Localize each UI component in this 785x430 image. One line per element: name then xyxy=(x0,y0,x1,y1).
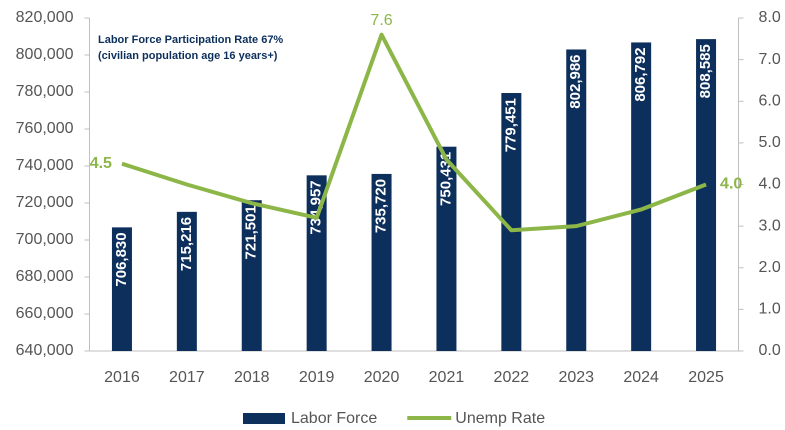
y-tick-label: 760,000 xyxy=(16,120,74,137)
legend-label: Unemp Rate xyxy=(455,410,545,427)
line xyxy=(121,32,707,233)
bar xyxy=(111,227,132,351)
x-tick-label: 2023 xyxy=(558,369,594,386)
x-tick-label: 2024 xyxy=(623,369,659,386)
y2-tick-label: 4.0 xyxy=(759,176,781,193)
y2-tick-label: 3.0 xyxy=(759,217,781,234)
y-tick-label: 780,000 xyxy=(16,83,74,100)
annotation: (civilian population age 16 years+) xyxy=(98,50,278,62)
bar xyxy=(501,93,522,351)
bar-label: 808,585 xyxy=(697,44,714,98)
x-tick-label: 2018 xyxy=(234,369,270,386)
y2-tick-label: 8.0 xyxy=(759,9,781,26)
bar xyxy=(436,146,457,351)
y-tick-label: 700,000 xyxy=(16,231,74,248)
y-tick-label: 800,000 xyxy=(16,46,74,63)
bar-label: 706,830 xyxy=(113,232,130,286)
x-tick-label: 2019 xyxy=(299,369,335,386)
bar-label: 715,216 xyxy=(178,217,195,271)
y-tick-label: 640,000 xyxy=(16,342,74,359)
x-tick-label: 2020 xyxy=(364,369,400,386)
bar xyxy=(696,39,717,352)
y-tick-label: 680,000 xyxy=(16,268,74,285)
y-tick-label: 720,000 xyxy=(16,194,74,211)
x-tick-label: 2016 xyxy=(104,369,140,386)
bar-label: 806,792 xyxy=(632,47,649,101)
bar-label: 779,451 xyxy=(502,98,519,152)
y2-tick-label: 7.0 xyxy=(759,51,781,68)
y2-tick-label: 2.0 xyxy=(759,259,781,276)
y2-tick-label: 5.0 xyxy=(759,134,781,151)
bar xyxy=(306,175,327,351)
y-tick-label: 740,000 xyxy=(16,157,74,174)
bar xyxy=(631,42,652,351)
line-label: 4.0 xyxy=(720,176,742,193)
bar xyxy=(371,173,392,351)
bar xyxy=(241,200,262,351)
legend-label: Labor Force xyxy=(291,410,377,427)
bar-label: 734,957 xyxy=(308,180,325,234)
line-label: 7.6 xyxy=(370,12,392,29)
y2-tick-label: 6.0 xyxy=(759,92,781,109)
x-tick-label: 2021 xyxy=(429,369,465,386)
y-tick-label: 660,000 xyxy=(16,305,74,322)
x-tick-label: 2022 xyxy=(494,369,530,386)
y2-tick-label: 1.0 xyxy=(759,301,781,318)
y2-tick-label: 0.0 xyxy=(759,342,781,359)
y-tick-label: 820,000 xyxy=(16,9,74,26)
bar xyxy=(176,211,197,351)
x-tick-label: 2025 xyxy=(688,369,724,386)
legend-swatch xyxy=(243,413,285,424)
annotation: Labor Force Participation Rate 67% xyxy=(98,34,283,46)
bar xyxy=(566,49,587,352)
bar-label: 721,501 xyxy=(243,205,260,259)
line-label: 4.5 xyxy=(90,155,112,172)
x-tick-label: 2017 xyxy=(169,369,205,386)
bar-label: 802,986 xyxy=(567,54,584,108)
bar-label: 735,720 xyxy=(373,179,390,233)
